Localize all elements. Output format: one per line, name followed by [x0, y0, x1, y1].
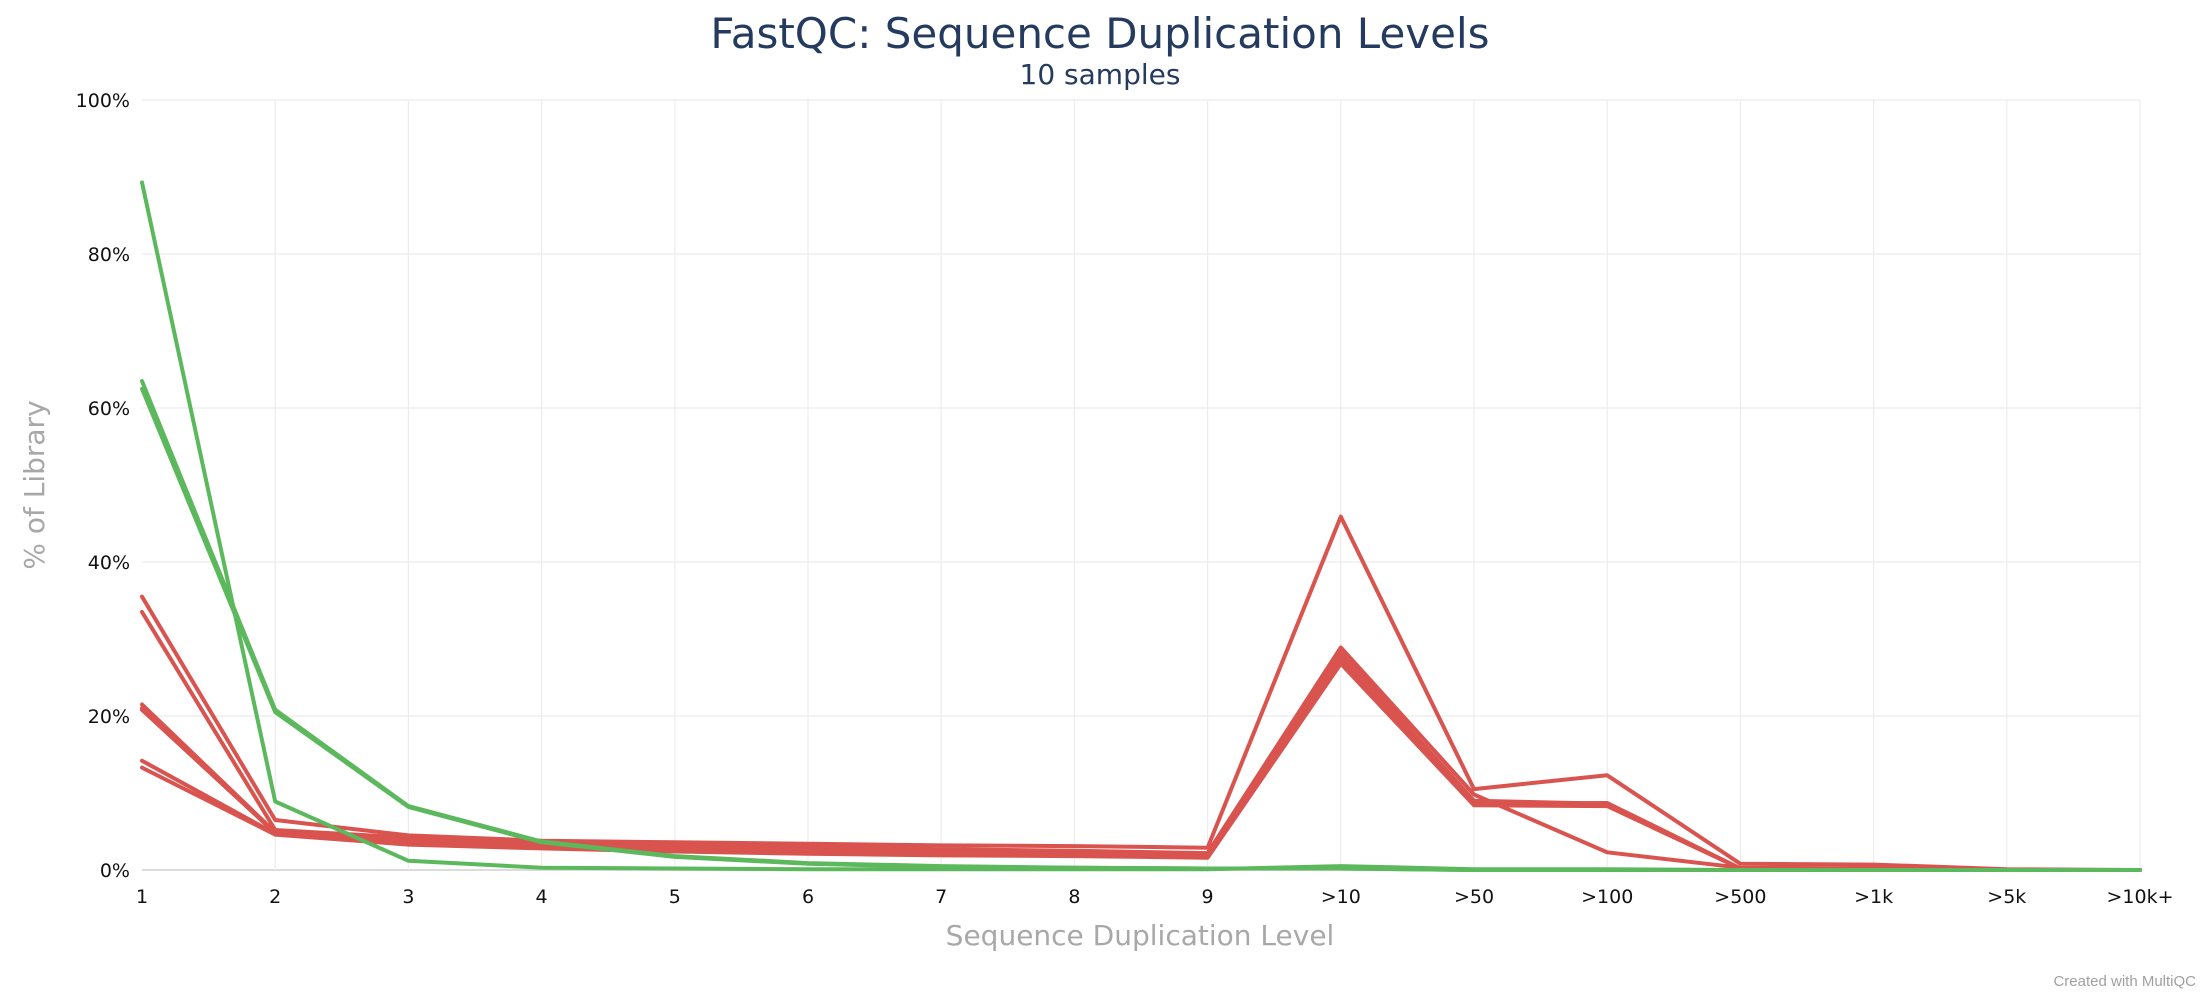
- y-tick-label: 40%: [88, 552, 130, 574]
- x-axis-title: Sequence Duplication Level: [946, 919, 1335, 952]
- x-tick-label: >1k: [1854, 886, 1893, 908]
- x-tick-label: 7: [935, 886, 947, 908]
- chart-subtitle: 10 samples: [1020, 58, 1181, 91]
- x-tick-label: 5: [669, 886, 681, 908]
- x-tick-label: 1: [136, 886, 148, 908]
- chart-title: FastQC: Sequence Duplication Levels: [710, 9, 1489, 58]
- x-tick-label: 2: [269, 886, 281, 908]
- series-line-pass: [140, 379, 2142, 872]
- x-tick-label: >100: [1581, 886, 1633, 908]
- series-line-pass: [140, 386, 2142, 872]
- x-tick-label: >500: [1714, 886, 1766, 908]
- y-tick-label: 60%: [88, 398, 130, 420]
- x-tick-label: 8: [1068, 886, 1080, 908]
- y-tick-label: 0%: [100, 860, 130, 882]
- y-tick-label: 80%: [88, 244, 130, 266]
- series-line-fail: [140, 610, 2142, 872]
- y-axis-title: % of Library: [18, 400, 51, 569]
- x-tick-label: >5k: [1987, 886, 2026, 908]
- y-axis-ticks: 0% 20% 40% 60% 80% 100%: [76, 90, 130, 882]
- y-tick-label: 100%: [76, 90, 130, 112]
- series-layer: [140, 180, 2142, 872]
- y-tick-label: 20%: [88, 706, 130, 728]
- series-line-pass: [140, 180, 2142, 872]
- gridlines: [142, 99, 2141, 871]
- multiqc-credit: Created with MultiQC: [2053, 973, 2196, 990]
- x-tick-label: >10: [1321, 886, 1361, 908]
- x-tick-label: 3: [402, 886, 414, 908]
- x-tick-label: 9: [1202, 886, 1214, 908]
- x-tick-label: 4: [536, 886, 548, 908]
- x-tick-label: 6: [802, 886, 814, 908]
- x-axis-ticks: 1 2 3 4 5 6 7 8 9 >10 >50 >100 >500 >1k >5k >10k+: [136, 886, 2174, 908]
- x-tick-label: >50: [1454, 886, 1494, 908]
- x-tick-label: >10k+: [2106, 886, 2173, 908]
